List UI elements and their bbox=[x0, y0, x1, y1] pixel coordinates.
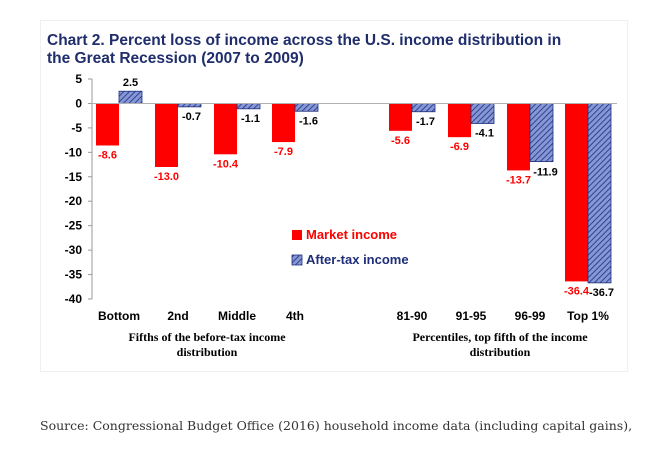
chart-panel: Chart 2. Percent loss of income across t… bbox=[40, 20, 628, 372]
legend-label-market: Market income bbox=[306, 227, 397, 242]
category-label: Middle bbox=[218, 309, 256, 323]
bar-market-income bbox=[507, 103, 530, 171]
y-tick-label: -25 bbox=[65, 219, 83, 233]
group-label: Percentiles, top fifth of the income bbox=[412, 330, 588, 344]
y-tick-label: -5 bbox=[71, 121, 82, 135]
bar-after-tax-income bbox=[294, 103, 319, 112]
legend-swatch-after-tax bbox=[291, 254, 303, 266]
legend-swatch-market bbox=[292, 230, 302, 240]
y-tick-label: 5 bbox=[75, 72, 82, 86]
chart-svg: Chart 2. Percent loss of income across t… bbox=[47, 32, 617, 359]
bar-market-income bbox=[389, 103, 412, 131]
y-tick-label: -10 bbox=[65, 145, 83, 159]
group-label: distribution bbox=[470, 345, 531, 359]
bar-after-tax-income bbox=[236, 103, 261, 110]
legend: Market income After-tax income bbox=[291, 227, 409, 267]
group-label: Fifths of the before-tax income bbox=[128, 330, 286, 344]
value-label-market: -13.0 bbox=[154, 171, 179, 183]
chart-title-line-2: the Great Recession (2007 to 2009) bbox=[47, 50, 304, 67]
y-axis: 5 0 -5 -10 -15 -20 -25 -30 -35 -40 bbox=[65, 72, 93, 306]
y-tick-label: -35 bbox=[65, 268, 83, 282]
value-label-market: -8.6 bbox=[98, 149, 117, 161]
value-label-after-tax: 2.5 bbox=[123, 77, 138, 89]
y-tick-label: -40 bbox=[65, 292, 83, 306]
bar-market-income bbox=[448, 103, 471, 138]
value-label-market: -6.9 bbox=[450, 141, 469, 153]
bars bbox=[96, 90, 612, 284]
bar-after-tax-income bbox=[587, 103, 612, 284]
bar-after-tax-income bbox=[411, 103, 436, 113]
value-label-after-tax: -1.6 bbox=[299, 115, 318, 127]
value-label-market: -36.4 bbox=[564, 285, 590, 297]
legend-label-after-tax: After-tax income bbox=[306, 252, 409, 267]
y-tick-label: -20 bbox=[65, 194, 83, 208]
y-tick-label: 0 bbox=[75, 96, 82, 110]
x-axis: Bottom 2nd Middle 4th 81-90 91-95 96-99 Top 1% F… bbox=[92, 102, 617, 359]
chart-title-line-1: Chart 2. Percent loss of income across t… bbox=[47, 32, 561, 49]
y-tick-label: -15 bbox=[65, 170, 83, 184]
value-label-after-tax: -36.7 bbox=[589, 287, 614, 299]
bar-after-tax-income bbox=[529, 103, 554, 163]
bar-after-tax-income bbox=[470, 103, 495, 124]
value-label-market: -10.4 bbox=[213, 158, 239, 170]
category-label: 91-95 bbox=[456, 309, 487, 323]
category-label: Top 1% bbox=[567, 309, 609, 323]
bar-after-tax-income bbox=[177, 103, 202, 108]
bar-after-tax-income bbox=[118, 90, 143, 104]
category-label: 96-99 bbox=[515, 309, 546, 323]
value-label-after-tax: -1.7 bbox=[416, 116, 435, 128]
value-label-market: -5.6 bbox=[391, 135, 410, 147]
bar-market-income bbox=[96, 103, 119, 146]
value-label-market: -13.7 bbox=[506, 174, 531, 186]
value-labels: -8.6 2.5 -13.0 -0.7 -10.4 -1.1 -7.9 -1.6 -5.6 -1.… bbox=[98, 77, 614, 299]
category-label: 81-90 bbox=[397, 309, 428, 323]
value-label-market: -7.9 bbox=[274, 146, 293, 158]
bar-market-income bbox=[214, 103, 237, 155]
source-note: Source: Congressional Budget Office (201… bbox=[40, 418, 633, 433]
category-label: Bottom bbox=[98, 309, 140, 323]
value-label-after-tax: -4.1 bbox=[475, 127, 494, 139]
bar-market-income bbox=[272, 103, 295, 143]
value-label-after-tax: -0.7 bbox=[182, 111, 201, 123]
bar-market-income bbox=[155, 103, 178, 167]
bar-market-income bbox=[565, 103, 588, 282]
category-label: 2nd bbox=[167, 309, 188, 323]
value-label-after-tax: -1.1 bbox=[241, 113, 260, 125]
group-label: distribution bbox=[177, 345, 238, 359]
category-label: 4th bbox=[286, 309, 304, 323]
y-tick-label: -30 bbox=[65, 243, 83, 257]
value-label-after-tax: -11.9 bbox=[533, 167, 557, 179]
